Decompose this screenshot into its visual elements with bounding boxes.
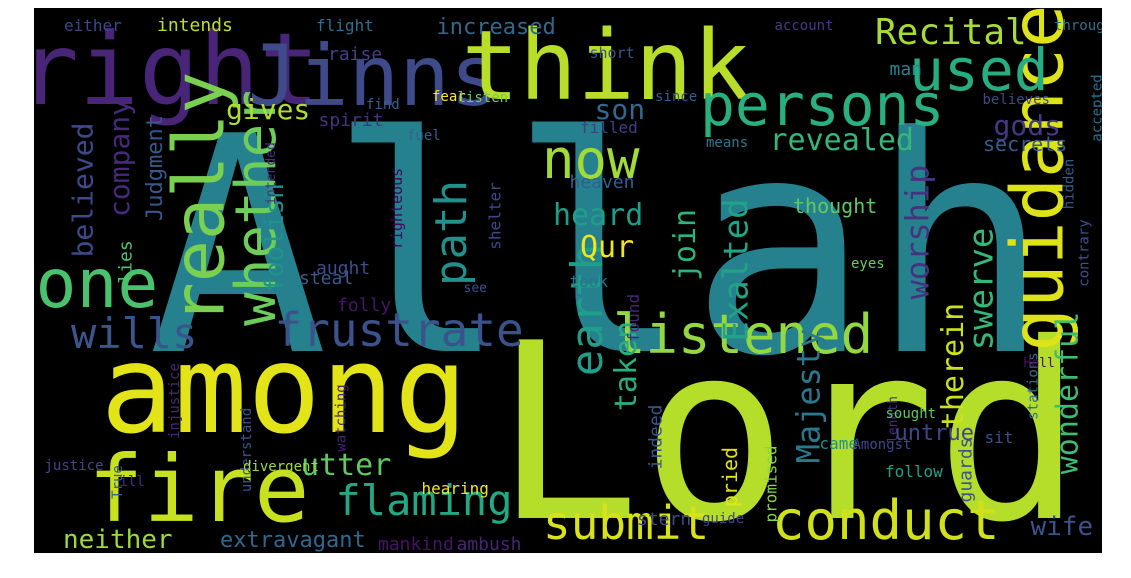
cloud-word: sought bbox=[885, 406, 937, 422]
cloud-word: extravagant bbox=[220, 528, 366, 553]
cloud-word: neither bbox=[63, 525, 173, 553]
cloud-word: eyes bbox=[851, 256, 885, 272]
cloud-word: path bbox=[425, 180, 477, 286]
cloud-word: indeed bbox=[645, 404, 667, 470]
cloud-word: flight bbox=[316, 16, 374, 35]
cloud-word: contrary bbox=[1076, 219, 1093, 287]
cloud-word: revealed bbox=[769, 123, 915, 158]
cloud-word: Jinns bbox=[247, 27, 501, 125]
cloud-word: stern bbox=[637, 509, 692, 530]
cloud-word: Hell bbox=[1023, 355, 1055, 371]
cloud-word: one bbox=[35, 245, 159, 324]
cloud-word: came bbox=[819, 434, 859, 453]
cloud-word: shelter bbox=[485, 182, 505, 250]
cloud-word: understand bbox=[239, 407, 256, 493]
cloud-word: Recital bbox=[875, 12, 1027, 53]
cloud-word: accepted bbox=[1089, 74, 1102, 142]
word-cloud-canvas: Allah Lord among right Jinns think fire guidanc… bbox=[34, 8, 1102, 553]
cloud-word: sit bbox=[984, 428, 1014, 447]
cloud-word: since bbox=[655, 89, 698, 105]
cloud-word: True bbox=[109, 465, 126, 499]
cloud-word: wills bbox=[71, 309, 198, 358]
cloud-word: intends bbox=[157, 15, 233, 36]
cloud-word: raise bbox=[328, 44, 383, 65]
cloud-word: gods bbox=[993, 109, 1061, 142]
cloud-word: listen bbox=[457, 90, 509, 106]
cloud-word: company bbox=[103, 98, 137, 218]
cloud-word: wonderful bbox=[1049, 311, 1085, 475]
cloud-word: thought bbox=[793, 194, 878, 218]
cloud-word: folly bbox=[337, 295, 392, 316]
cloud-word: found bbox=[624, 293, 644, 343]
cloud-word: follow bbox=[885, 462, 943, 481]
cloud-word: hidden bbox=[1060, 158, 1077, 210]
cloud-word: untrue bbox=[894, 421, 974, 446]
cloud-word: find bbox=[366, 97, 400, 113]
cloud-word: son bbox=[594, 93, 646, 126]
cloud-word: think bbox=[461, 10, 751, 122]
cloud-word: intended bbox=[263, 141, 279, 205]
cloud-word: join bbox=[668, 208, 704, 282]
cloud-word: lies bbox=[115, 240, 137, 284]
cloud-word: therein bbox=[936, 302, 972, 430]
cloud-word: worship bbox=[897, 164, 936, 300]
cloud-word: utter bbox=[301, 448, 392, 483]
cloud-word: believes bbox=[982, 92, 1050, 108]
cloud-word: wife bbox=[1030, 512, 1094, 542]
cloud-word: used bbox=[909, 36, 1049, 104]
cloud-word: Amongst bbox=[852, 437, 912, 453]
cloud-word: short bbox=[589, 43, 635, 62]
cloud-word: now bbox=[542, 128, 640, 191]
cloud-word: throughout bbox=[1054, 18, 1102, 34]
cloud-word: submit bbox=[543, 496, 710, 550]
cloud-word: Qur bbox=[580, 230, 635, 265]
cloud-word: guards bbox=[955, 437, 977, 503]
cloud-word: spirit bbox=[318, 110, 384, 131]
cloud-word: man bbox=[889, 59, 923, 80]
cloud-word: took bbox=[569, 272, 609, 291]
cloud-word: believed bbox=[65, 122, 99, 258]
cloud-word: aught bbox=[316, 258, 371, 279]
cloud-word: promised bbox=[761, 445, 781, 523]
cloud-word: divergent bbox=[243, 459, 319, 475]
cloud-word: increased bbox=[436, 15, 556, 40]
cloud-word: Lord bbox=[493, 290, 1084, 554]
cloud-word: fire bbox=[88, 436, 310, 543]
cloud-word: secrets bbox=[983, 132, 1068, 156]
cloud-word: Judgment bbox=[142, 115, 168, 221]
cloud-word: steal bbox=[299, 268, 354, 289]
cloud-word: fear bbox=[432, 89, 466, 105]
cloud-word: right bbox=[34, 11, 320, 128]
cloud-word: means bbox=[706, 135, 749, 151]
cloud-word: guide bbox=[702, 511, 745, 527]
cloud-word: watching bbox=[333, 384, 350, 452]
cloud-word: flaming bbox=[335, 476, 513, 525]
cloud-word: injustice bbox=[166, 363, 183, 439]
cloud-word: either bbox=[64, 16, 122, 35]
cloud-word: heaven bbox=[569, 172, 635, 193]
cloud-word: heard bbox=[553, 198, 644, 233]
cloud-word: Allah bbox=[147, 73, 1051, 422]
cloud-word: Exalted bbox=[716, 198, 757, 342]
cloud-word: filled bbox=[580, 118, 638, 137]
cloud-word: fuel bbox=[407, 128, 441, 144]
cloud-word: mankind bbox=[378, 534, 454, 554]
cloud-word: hearing bbox=[421, 479, 489, 498]
cloud-word: justice bbox=[44, 458, 104, 474]
cloud-word: listened bbox=[613, 303, 874, 366]
cloud-word: ambush bbox=[456, 534, 522, 554]
cloud-word: gives bbox=[226, 93, 311, 126]
cloud-word: see bbox=[463, 280, 487, 296]
cloud-word: persons bbox=[700, 71, 945, 139]
cloud-word: frustrate bbox=[274, 303, 524, 357]
cloud-word: pried bbox=[718, 446, 743, 508]
cloud-word: among bbox=[100, 319, 468, 461]
cloud-word: account bbox=[774, 18, 834, 34]
cloud-word: ill bbox=[119, 474, 145, 490]
cloud-word: righteous bbox=[387, 167, 406, 249]
cloud-word: conduct bbox=[772, 489, 1000, 552]
